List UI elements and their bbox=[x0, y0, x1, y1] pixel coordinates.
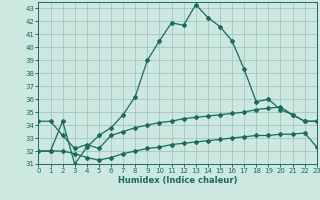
X-axis label: Humidex (Indice chaleur): Humidex (Indice chaleur) bbox=[118, 176, 237, 185]
